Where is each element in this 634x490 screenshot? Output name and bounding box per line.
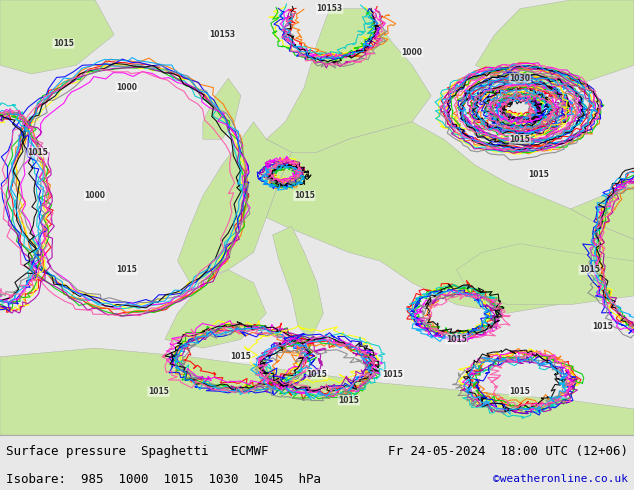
Text: 1015: 1015 [339, 396, 359, 405]
Text: 10153: 10153 [209, 30, 235, 39]
Text: 1015: 1015 [579, 265, 600, 274]
Polygon shape [273, 226, 323, 340]
Text: 1015: 1015 [510, 135, 530, 144]
Text: 1000: 1000 [401, 48, 423, 57]
Polygon shape [203, 78, 241, 139]
Text: Isobare:  985  1000  1015  1030  1045  hPa: Isobare: 985 1000 1015 1030 1045 hPa [6, 472, 321, 486]
Text: 1015: 1015 [53, 39, 74, 48]
Text: Fr 24-05-2024  18:00 UTC (12+06): Fr 24-05-2024 18:00 UTC (12+06) [387, 445, 628, 458]
Text: 1015: 1015 [28, 148, 48, 157]
Text: 1015: 1015 [307, 369, 327, 379]
Polygon shape [165, 270, 266, 348]
Text: 1015: 1015 [510, 387, 530, 396]
Text: 1015: 1015 [148, 387, 169, 396]
Text: 1000: 1000 [84, 191, 106, 200]
Polygon shape [266, 9, 431, 152]
Text: 1015: 1015 [529, 170, 549, 178]
Text: 10153: 10153 [316, 4, 343, 13]
Text: 1015: 1015 [294, 191, 314, 200]
Polygon shape [0, 348, 634, 435]
Text: 1000: 1000 [116, 82, 138, 92]
Polygon shape [571, 183, 634, 239]
Polygon shape [456, 244, 634, 305]
Polygon shape [0, 0, 114, 74]
Text: 1015: 1015 [117, 265, 137, 274]
Text: 1015: 1015 [383, 369, 403, 379]
Text: 1015: 1015 [231, 352, 251, 361]
Polygon shape [476, 0, 634, 87]
Text: 1015: 1015 [446, 335, 467, 344]
Text: Surface pressure  Spaghetti   ECMWF: Surface pressure Spaghetti ECMWF [6, 445, 269, 458]
Text: ©weatheronline.co.uk: ©weatheronline.co.uk [493, 474, 628, 484]
Polygon shape [178, 122, 292, 283]
Text: 1015: 1015 [592, 322, 612, 331]
Text: 1030: 1030 [509, 74, 531, 83]
Polygon shape [266, 122, 634, 313]
